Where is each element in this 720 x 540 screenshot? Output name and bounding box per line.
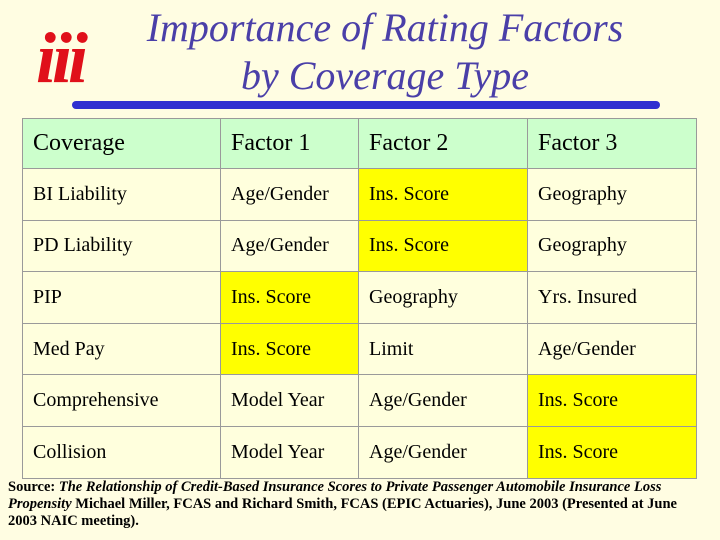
table-cell: Geography (527, 168, 697, 221)
table-cell: BI Liability (22, 168, 221, 221)
table-cell: Comprehensive (22, 374, 221, 427)
table-row: Comprehensive Model Year Age/Gender Ins. Sc… (22, 374, 697, 427)
table-cell: Model Year (220, 425, 359, 479)
title: Importance of Rating Factors by Coverage … (110, 4, 660, 100)
source-credit: Michael Miller, FCAS and Richard Smith, … (8, 496, 677, 529)
table-cell: Age/Gender (220, 168, 359, 221)
table-cell: PD Liability (22, 219, 221, 273)
table-cell: Yrs. Insured (527, 271, 697, 324)
table-cell: Geography (358, 271, 528, 324)
column-header: Coverage (22, 118, 221, 169)
table-cell: Age/Gender (358, 374, 528, 427)
table-row: PIP Ins. Score Geography Yrs. Insured (22, 271, 697, 324)
table-cell: Model Year (220, 374, 359, 427)
column-header: Factor 1 (220, 118, 359, 169)
title-line: by Coverage Type (240, 53, 530, 98)
title-rule (72, 101, 660, 109)
table-cell: Ins. Score (527, 374, 697, 427)
table-cell: Age/Gender (527, 322, 697, 376)
table-row: PD Liability Age/Gender Ins. Score Geograph… (22, 219, 697, 273)
table-cell: Collision (22, 425, 221, 479)
header-row: Coverage Factor 1 Factor 2 Factor 3 (22, 118, 697, 169)
table-cell: Age/Gender (358, 425, 528, 479)
table-row: Collision Model Year Age/Gender Ins. Score (22, 425, 697, 479)
table-cell: PIP (22, 271, 221, 324)
title-line: Importance of Rating Factors (146, 5, 624, 50)
table-cell: Ins. Score (358, 219, 528, 273)
table-cell: Ins. Score (220, 271, 359, 324)
table-cell: Geography (527, 219, 697, 273)
source-title: The Relationship of Credit-Based Insuran… (8, 479, 662, 512)
source: Source: The Relationship of Credit-Based… (8, 479, 708, 530)
table-cell: Ins. Score (358, 168, 528, 221)
column-header: Factor 2 (358, 118, 528, 169)
table-row: Med Pay Ins. Score Limit Age/Gender (22, 322, 697, 376)
table-cell: Age/Gender (220, 219, 359, 273)
table-row: BI Liability Age/Gender Ins. Score Geograph… (22, 168, 697, 221)
table-cell: Med Pay (22, 322, 221, 376)
column-header: Factor 3 (527, 118, 697, 169)
table-cell: Limit (358, 322, 528, 376)
source-label: Source: (8, 479, 56, 495)
logo: iii (36, 18, 88, 98)
table-cell: Ins. Score (220, 322, 359, 376)
table: Coverage Factor 1 Factor 2 Factor 3 BI Liabi… (22, 118, 697, 479)
table-cell: Ins. Score (527, 425, 697, 479)
